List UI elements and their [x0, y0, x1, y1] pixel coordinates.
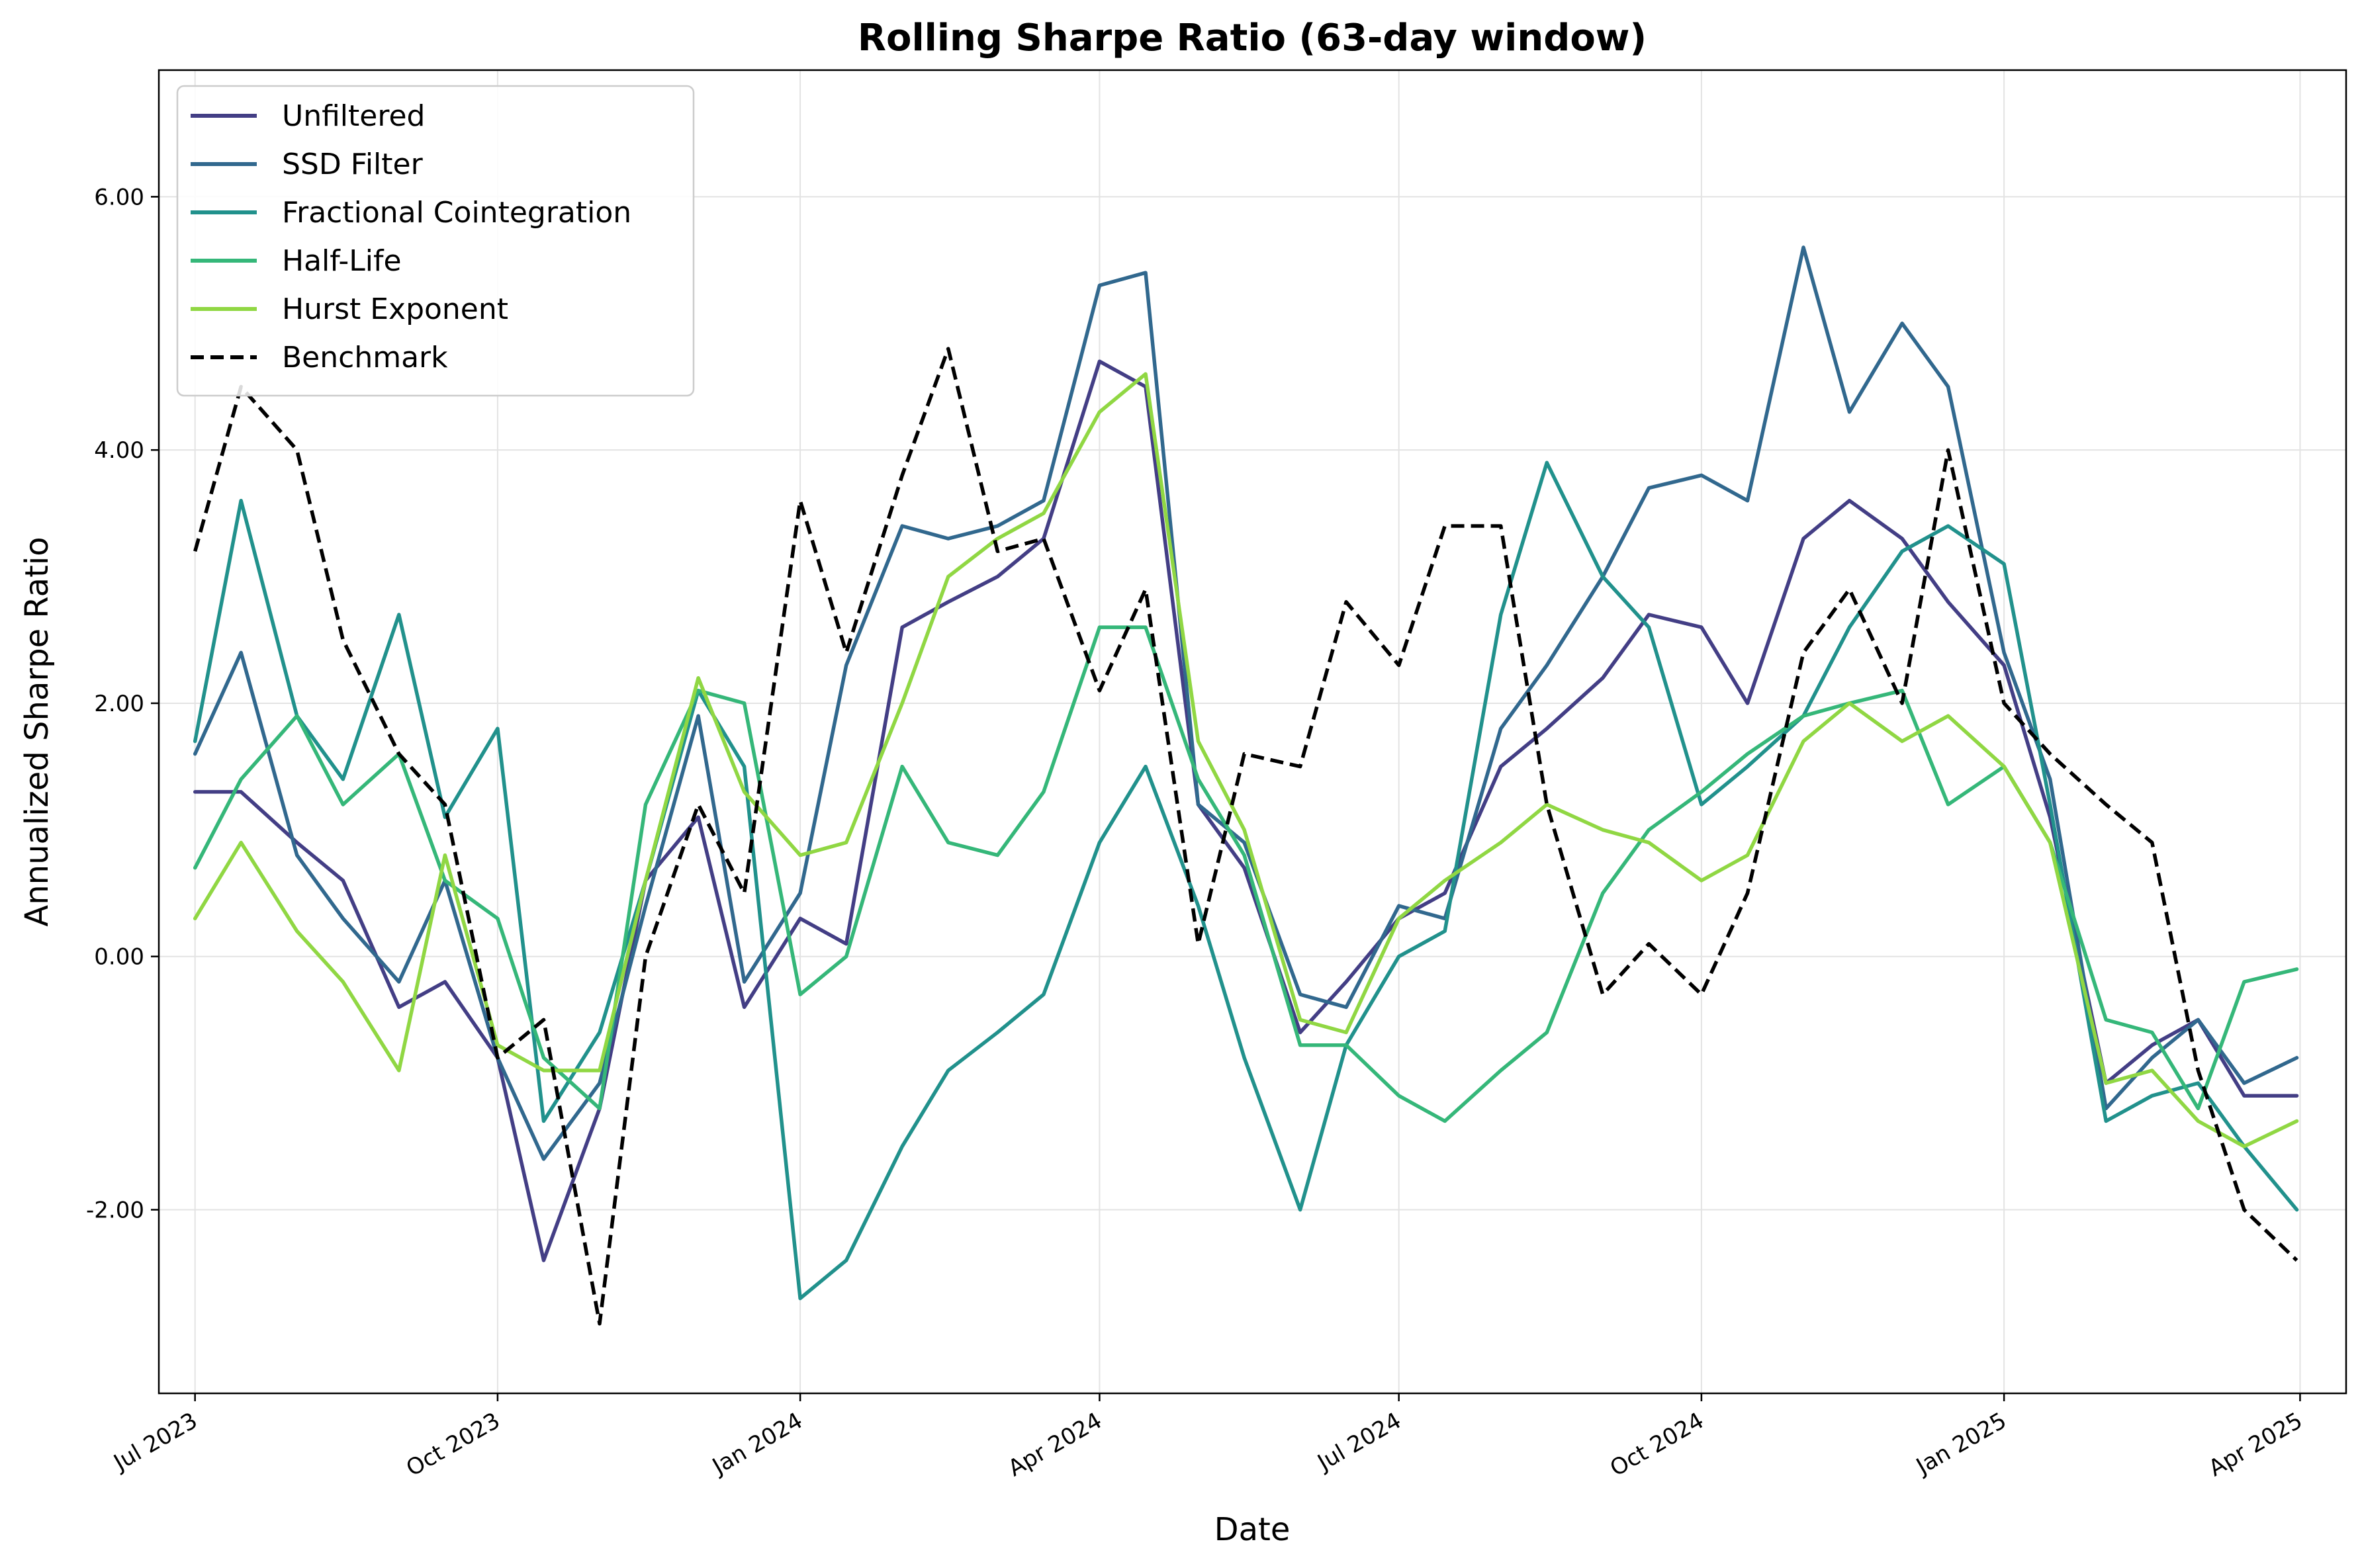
y-tick-label: 4.00 — [94, 437, 144, 464]
series-line-hurst-exponent — [193, 372, 2299, 1149]
plot-frame — [158, 69, 2347, 1395]
series-line-unfiltered — [193, 359, 2299, 1262]
legend-label: Fractional Cointegration — [282, 196, 631, 230]
series-line-ssd-filter — [193, 245, 2299, 1161]
legend-label: Benchmark — [282, 341, 448, 374]
legend-label: Half-Life — [282, 244, 402, 278]
series-line-benchmark — [193, 347, 2298, 1326]
x-axis-title: Date — [1214, 1511, 1291, 1548]
y-tick-label: 2.00 — [94, 691, 144, 717]
chart-title: Rolling Sharpe Ratio (63-day window) — [858, 17, 1647, 60]
y-tick-label: -2.00 — [86, 1197, 144, 1223]
legend-label: Unfiltered — [282, 99, 425, 133]
y-tick-label: 0.00 — [94, 944, 144, 971]
series-line-fractional-cointegration — [193, 460, 2299, 1301]
series-lines — [193, 245, 2299, 1326]
legend-label: SSD Filter — [282, 148, 424, 181]
legend-label: Hurst Exponent — [282, 292, 508, 326]
y-axis-title: Annualized Sharpe Ratio — [19, 537, 56, 926]
series-line-half-life — [193, 625, 2299, 1123]
y-tick-label: 6.00 — [94, 184, 144, 210]
legend: Unfiltered SSD Filter Fractional Cointegra… — [176, 85, 695, 397]
legend-box — [176, 85, 695, 397]
